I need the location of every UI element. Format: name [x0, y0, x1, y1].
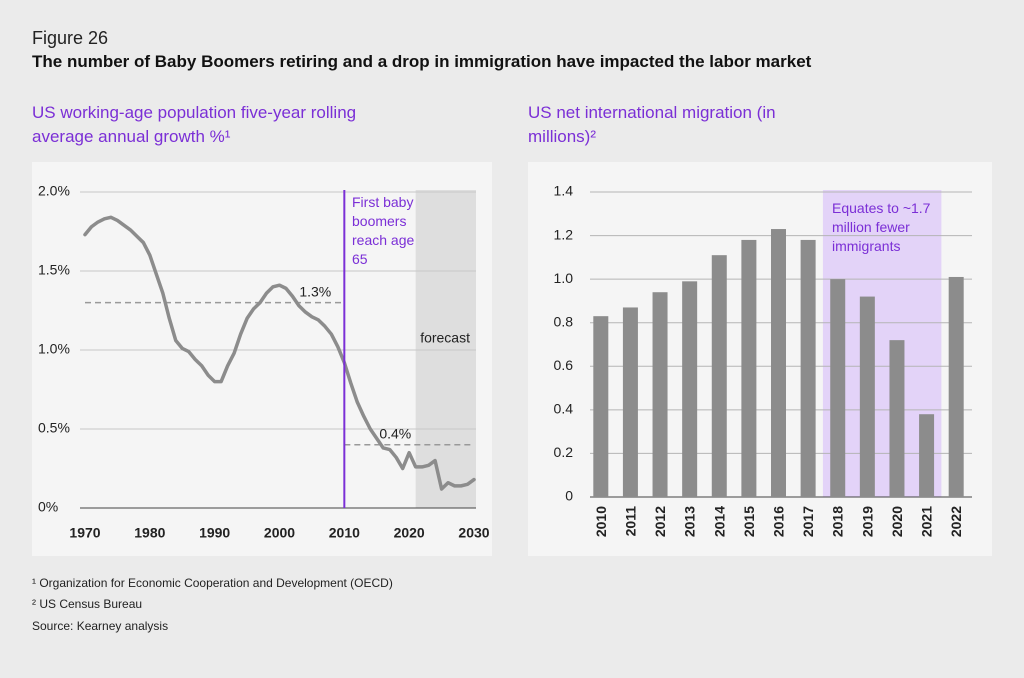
footnote: Source: Kearney analysis	[32, 619, 169, 633]
y-tick-label: 0.2	[554, 444, 574, 460]
chart-title: US net international migration (in milli…	[528, 103, 776, 146]
x-tick-label: 2015	[741, 506, 757, 537]
y-tick-label: 1.0	[554, 270, 574, 286]
bar	[741, 239, 757, 497]
bar	[919, 414, 935, 497]
y-tick-label: 1.0%	[38, 341, 70, 357]
x-tick-label: 2019	[859, 506, 875, 537]
panel	[32, 162, 492, 556]
y-tick-label: 0.8	[554, 313, 574, 329]
x-tick-label: 2020	[394, 525, 425, 541]
footnote: ¹ Organization for Economic Cooperation …	[32, 576, 393, 590]
y-tick-label: 1.5%	[38, 262, 70, 278]
x-tick-label: 1990	[199, 525, 230, 541]
y-tick-label: 2.0%	[38, 183, 70, 199]
x-tick-label: 2030	[458, 525, 489, 541]
chart-title: US working-age population five-year roll…	[32, 103, 357, 146]
x-tick-label: 2017	[800, 506, 816, 537]
y-tick-label: 0.4	[554, 401, 574, 417]
x-tick-label: 2016	[771, 506, 787, 537]
y-tick-label: 1.2	[554, 226, 574, 242]
bar	[800, 239, 816, 497]
x-tick-label: 2012	[652, 506, 668, 537]
x-tick-label: 2010	[329, 525, 360, 541]
bar	[948, 276, 964, 497]
annotation: Equates to ~1.7 million fewer immigrants	[832, 200, 931, 254]
annotation: First baby boomers reach age 65	[352, 194, 415, 267]
footnote: ² US Census Bureau	[32, 597, 143, 611]
x-tick-label: 2022	[948, 506, 964, 537]
bar	[711, 255, 727, 497]
x-tick-label: 2011	[622, 506, 638, 537]
x-tick-label: 2010	[593, 506, 609, 537]
y-tick-label: 0%	[38, 499, 58, 515]
data-line	[83, 215, 476, 491]
x-tick-label: 2021	[919, 506, 935, 537]
x-tick-label: 2014	[711, 506, 727, 537]
bar	[593, 316, 609, 497]
y-tick-label: 0.5%	[38, 420, 70, 436]
region-label: forecast	[420, 330, 470, 346]
x-tick-label: 2013	[682, 506, 698, 537]
x-tick-label: 2000	[264, 525, 295, 541]
y-tick-label: 0.6	[554, 357, 574, 373]
forecast-region	[415, 190, 476, 508]
bar	[652, 292, 668, 497]
y-tick-label: 0	[565, 488, 573, 504]
bar	[771, 229, 786, 498]
bar	[682, 281, 698, 497]
bar	[622, 307, 638, 497]
y-tick-label: 1.4	[554, 183, 574, 199]
x-tick-label: 2018	[830, 506, 846, 537]
x-tick-label: 1970	[69, 525, 100, 541]
reference-label: 1.3%	[299, 283, 331, 299]
bar	[889, 340, 905, 497]
bar	[830, 279, 846, 497]
reference-label: 0.4%	[379, 426, 411, 442]
bar	[859, 296, 875, 497]
figure-title: The number of Baby Boomers retiring and …	[32, 52, 812, 71]
x-tick-label: 2020	[889, 506, 905, 537]
x-tick-label: 1980	[134, 525, 165, 541]
figure-label: Figure 26	[32, 28, 109, 48]
